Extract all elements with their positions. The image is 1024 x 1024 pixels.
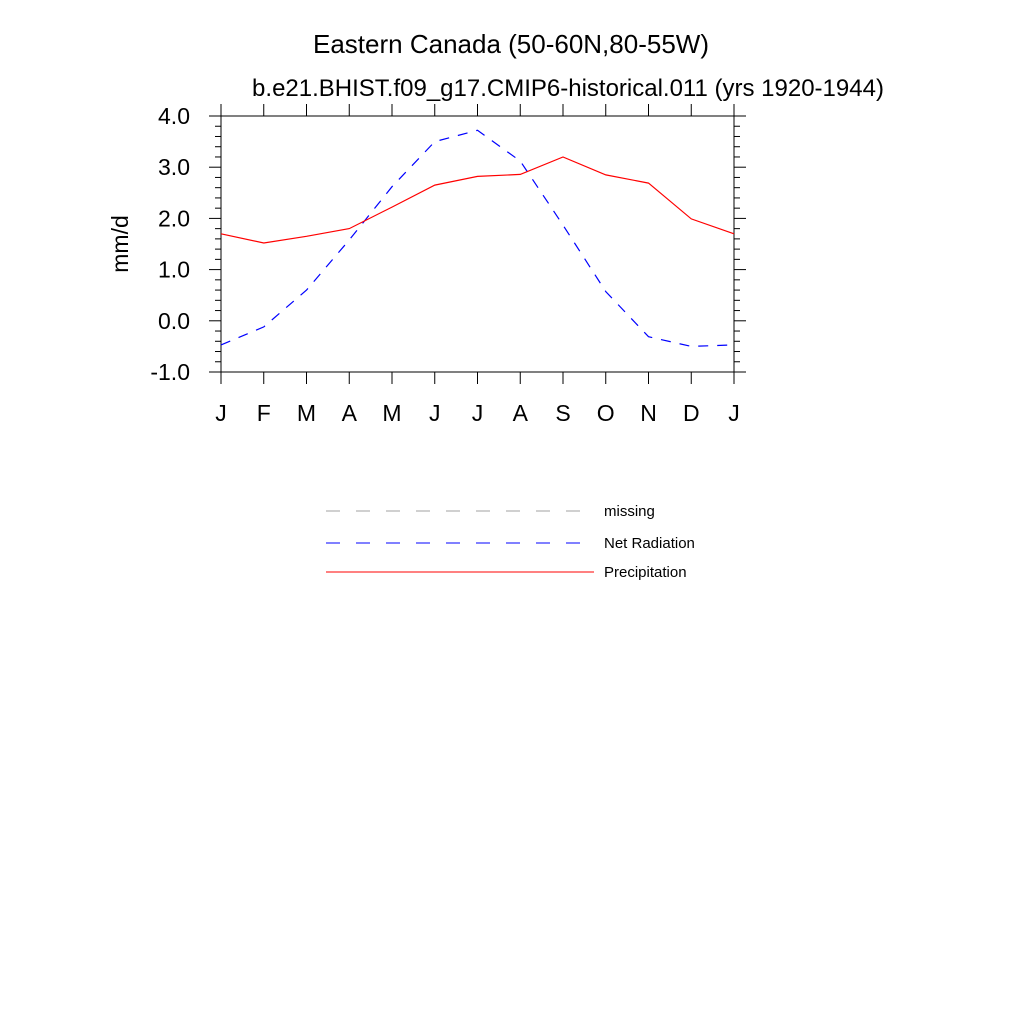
- legend-label-net-radiation: Net Radiation: [604, 535, 695, 552]
- x-tick-label: J: [215, 400, 227, 426]
- chart-subtitle: b.e21.BHIST.f09_g17.CMIP6-historical.011…: [252, 75, 884, 102]
- x-tick-label: D: [683, 400, 700, 426]
- x-tick-label: N: [640, 400, 657, 426]
- y-tick-label: 4.0: [158, 103, 190, 129]
- tick-labels: -1.00.01.02.03.04.0J F M A M J J A S O N D J: [150, 103, 739, 426]
- y-tick-label: 3.0: [158, 154, 190, 180]
- series-line-precipitation: [220, 156, 735, 244]
- x-tick-label: J: [728, 400, 740, 426]
- x-tick-label: A: [342, 400, 358, 426]
- y-tick-label: 1.0: [158, 257, 190, 283]
- x-tick-label: A: [513, 400, 529, 426]
- x-tick-label: M: [297, 400, 316, 426]
- x-tick-label: S: [555, 400, 570, 426]
- y-axis-label: mm/d: [107, 215, 133, 273]
- legend-label-missing: missing: [604, 503, 655, 520]
- x-tick-label: J: [429, 400, 441, 426]
- x-tick-label: M: [382, 400, 401, 426]
- plot-frame: [220, 115, 735, 373]
- axis-ticks: [209, 104, 746, 384]
- y-tick-label: 2.0: [158, 205, 190, 231]
- legend-label-precipitation: Precipitation: [604, 564, 687, 581]
- series-line-net-radiation: [220, 129, 735, 348]
- chart-title: Eastern Canada (50-60N,80-55W): [313, 29, 709, 59]
- x-tick-label: O: [597, 400, 615, 426]
- x-tick-label: J: [472, 400, 484, 426]
- y-tick-label: -1.0: [150, 359, 190, 385]
- x-tick-label: F: [257, 400, 271, 426]
- y-tick-label: 0.0: [158, 308, 190, 334]
- plot-border: [220, 115, 735, 373]
- series-lines: [220, 129, 735, 348]
- legend: missing Net Radiation Precipitation: [326, 503, 695, 581]
